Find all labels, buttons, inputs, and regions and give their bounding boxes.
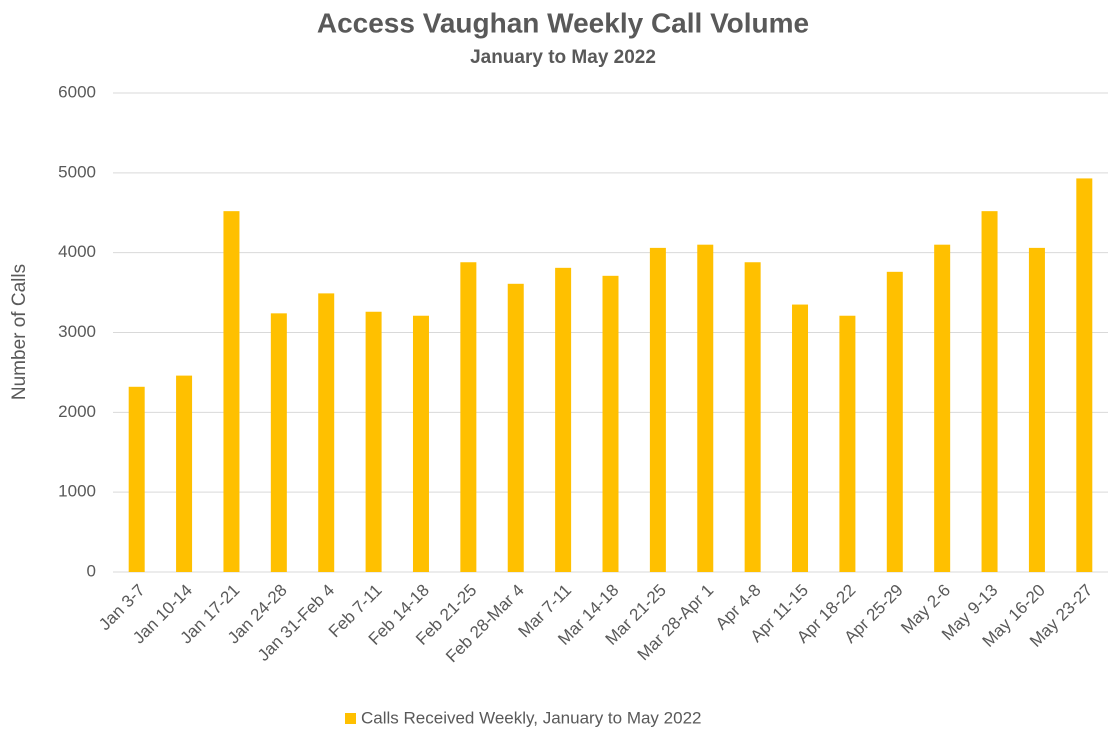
bar — [223, 211, 240, 573]
bar — [507, 283, 524, 572]
bar — [934, 244, 951, 572]
legend-swatch — [345, 713, 356, 724]
y-tick-label: 3000 — [58, 322, 96, 341]
bar — [981, 211, 998, 573]
bar — [412, 315, 429, 572]
bar — [365, 311, 382, 572]
legend-label: Calls Received Weekly, January to May 20… — [361, 708, 701, 727]
bar — [839, 315, 856, 572]
chart-subtitle: January to May 2022 — [470, 47, 656, 68]
bar — [697, 244, 714, 572]
y-tick-label: 4000 — [58, 242, 96, 261]
y-tick-label: 0 — [87, 561, 96, 580]
chart-title: Access Vaughan Weekly Call Volume — [317, 7, 809, 38]
y-axis-label: Number of Calls — [9, 264, 30, 400]
bar — [1076, 178, 1093, 572]
y-tick-label: 6000 — [58, 82, 96, 101]
bar — [176, 375, 193, 572]
bar — [886, 271, 903, 572]
y-tick-label: 2000 — [58, 402, 96, 421]
bar — [744, 262, 761, 572]
bar — [602, 275, 619, 572]
bar — [460, 262, 477, 572]
bar — [649, 247, 666, 573]
bar — [318, 293, 335, 572]
y-tick-label: 5000 — [58, 162, 96, 181]
bar — [792, 304, 809, 572]
bar — [1028, 247, 1045, 573]
bar — [270, 313, 287, 572]
y-tick-label: 1000 — [58, 482, 96, 501]
bar — [555, 267, 572, 572]
bar — [128, 386, 145, 572]
